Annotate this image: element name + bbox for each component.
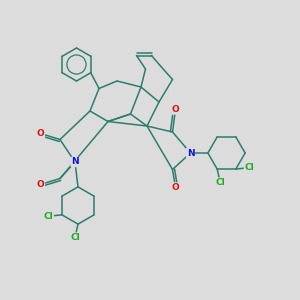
Text: Cl: Cl (244, 163, 254, 172)
Text: N: N (187, 148, 194, 158)
Text: Cl: Cl (44, 212, 53, 221)
Text: O: O (172, 105, 179, 114)
Text: N: N (71, 158, 79, 166)
Text: O: O (37, 180, 44, 189)
Text: O: O (37, 129, 44, 138)
Text: Cl: Cl (215, 178, 225, 187)
Text: Cl: Cl (70, 233, 80, 242)
Text: O: O (172, 183, 179, 192)
